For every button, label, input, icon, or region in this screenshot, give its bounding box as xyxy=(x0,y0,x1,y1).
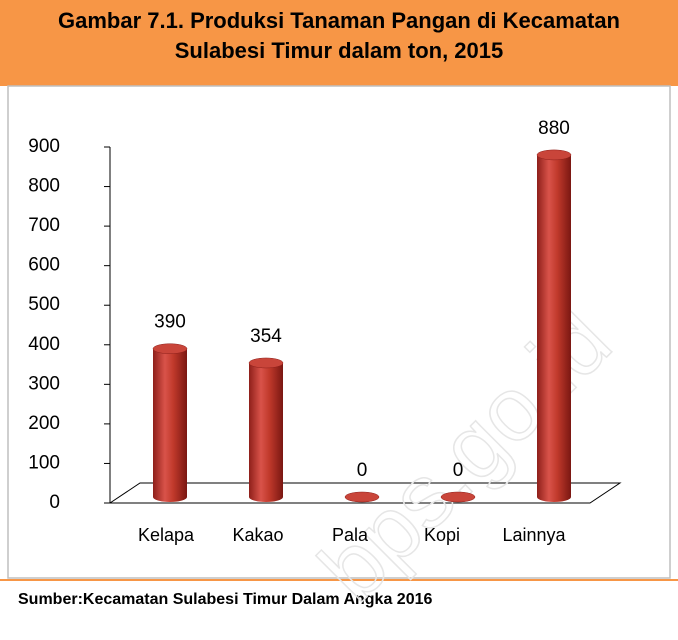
y-tick-label: 700 xyxy=(28,215,60,236)
x-tick-label: Kopi xyxy=(424,525,460,545)
bar xyxy=(153,348,187,502)
x-tick-label: Lainnya xyxy=(502,525,566,545)
bar-cap xyxy=(536,149,572,161)
plot-frame xyxy=(7,85,671,579)
x-tick-label: Kelapa xyxy=(138,525,195,545)
x-tick-label: Kakao xyxy=(232,525,283,545)
bar-cap xyxy=(440,491,476,503)
bar-cap xyxy=(152,343,188,354)
y-tick-label: 300 xyxy=(28,373,60,394)
title-box: Gambar 7.1. Produksi Tanaman Pangan di K… xyxy=(58,8,620,63)
bar xyxy=(537,154,571,502)
y-tick-label: 0 xyxy=(49,492,60,513)
header-band xyxy=(0,0,678,86)
y-tick-label: 200 xyxy=(28,413,60,434)
value-label: 354 xyxy=(250,326,282,347)
value-label: 0 xyxy=(453,460,464,481)
value-label: 0 xyxy=(357,460,368,481)
y-tick-label: 400 xyxy=(28,334,60,355)
bar-cap xyxy=(344,491,380,503)
value-label: 880 xyxy=(538,118,570,139)
chart-title: Gambar 7.1. Produksi Tanaman Pangan di K… xyxy=(58,8,620,63)
bar-cap xyxy=(248,357,284,369)
y-tick-label: 900 xyxy=(28,136,60,157)
y-tick-label: 500 xyxy=(28,294,60,315)
source-note: Sumber:Kecamatan Sulabesi Timur Dalam An… xyxy=(18,591,432,608)
x-tick-label: Pala xyxy=(332,525,369,545)
value-label: 390 xyxy=(154,312,186,333)
floor xyxy=(108,482,622,504)
watermark: bps.go.id xyxy=(301,291,630,620)
y-tick-label: 800 xyxy=(28,176,60,197)
y-tick-label: 600 xyxy=(28,255,60,276)
bar xyxy=(249,362,283,502)
y-tick-label: 100 xyxy=(28,452,60,473)
